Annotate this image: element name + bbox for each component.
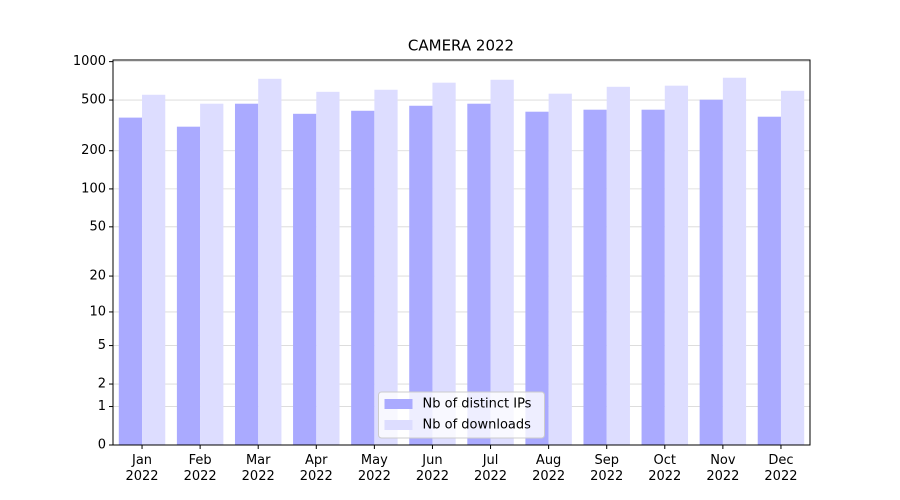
x-tick-label: Aug 2022 (532, 453, 566, 484)
legend-swatch (384, 399, 413, 409)
bar (200, 103, 224, 445)
x-tick-label: Dec 2022 (764, 453, 798, 484)
y-tick-label: 10 (89, 304, 106, 319)
legend-swatch (384, 420, 413, 430)
bar (525, 111, 549, 445)
chart-title: CAMERA 2022 (408, 37, 514, 55)
y-tick-label: 1000 (73, 54, 106, 69)
y-tick-label: 200 (81, 143, 106, 158)
bar (490, 79, 514, 445)
x-tick-label: Jun 2022 (415, 453, 449, 484)
bar (699, 99, 723, 446)
bar (293, 113, 317, 445)
legend-label: Nb of downloads (423, 418, 532, 433)
bar (606, 86, 630, 445)
y-tick-label: 5 (98, 338, 106, 353)
bar (234, 103, 259, 445)
bar (118, 117, 143, 445)
bar (432, 82, 456, 446)
bar (583, 109, 607, 446)
legend: Nb of distinct IPs Nb of downloads (378, 391, 545, 439)
x-tick-label: May 2022 (357, 453, 391, 484)
bar (757, 116, 781, 446)
bar (641, 109, 665, 446)
bar (780, 90, 805, 446)
y-tick-label: 20 (89, 269, 106, 284)
bar (409, 105, 433, 446)
x-tick-label: Feb 2022 (183, 453, 217, 484)
y-tick-label: 2 (98, 377, 106, 392)
x-tick-label: Sep 2022 (590, 453, 624, 484)
bar (548, 93, 572, 446)
bar (316, 91, 340, 445)
axes-frame (112, 59, 811, 446)
y-tick-label: 1 (98, 399, 106, 414)
x-tick-label: Jan 2022 (125, 453, 159, 484)
bar (664, 85, 689, 445)
x-tick-label: Nov 2022 (706, 453, 740, 484)
bar (176, 126, 201, 446)
bar (467, 103, 491, 445)
x-tick-label: Oct 2022 (648, 453, 682, 484)
grid (113, 61, 810, 446)
y-tick-label: 50 (89, 219, 106, 234)
bar (258, 78, 282, 446)
bar (351, 110, 375, 446)
y-tick-label: 500 (81, 93, 106, 108)
bar (374, 89, 398, 445)
bar (722, 77, 747, 446)
legend-label: Nb of distinct IPs (423, 397, 532, 412)
y-tick-label: 100 (81, 181, 106, 196)
legend-box (378, 391, 545, 439)
y-tick-label: 0 (98, 438, 106, 453)
bar (142, 94, 166, 445)
x-tick-label: Mar 2022 (241, 453, 275, 484)
x-tick-label: Apr 2022 (299, 453, 333, 484)
x-tick-label: Jul 2022 (473, 453, 508, 484)
